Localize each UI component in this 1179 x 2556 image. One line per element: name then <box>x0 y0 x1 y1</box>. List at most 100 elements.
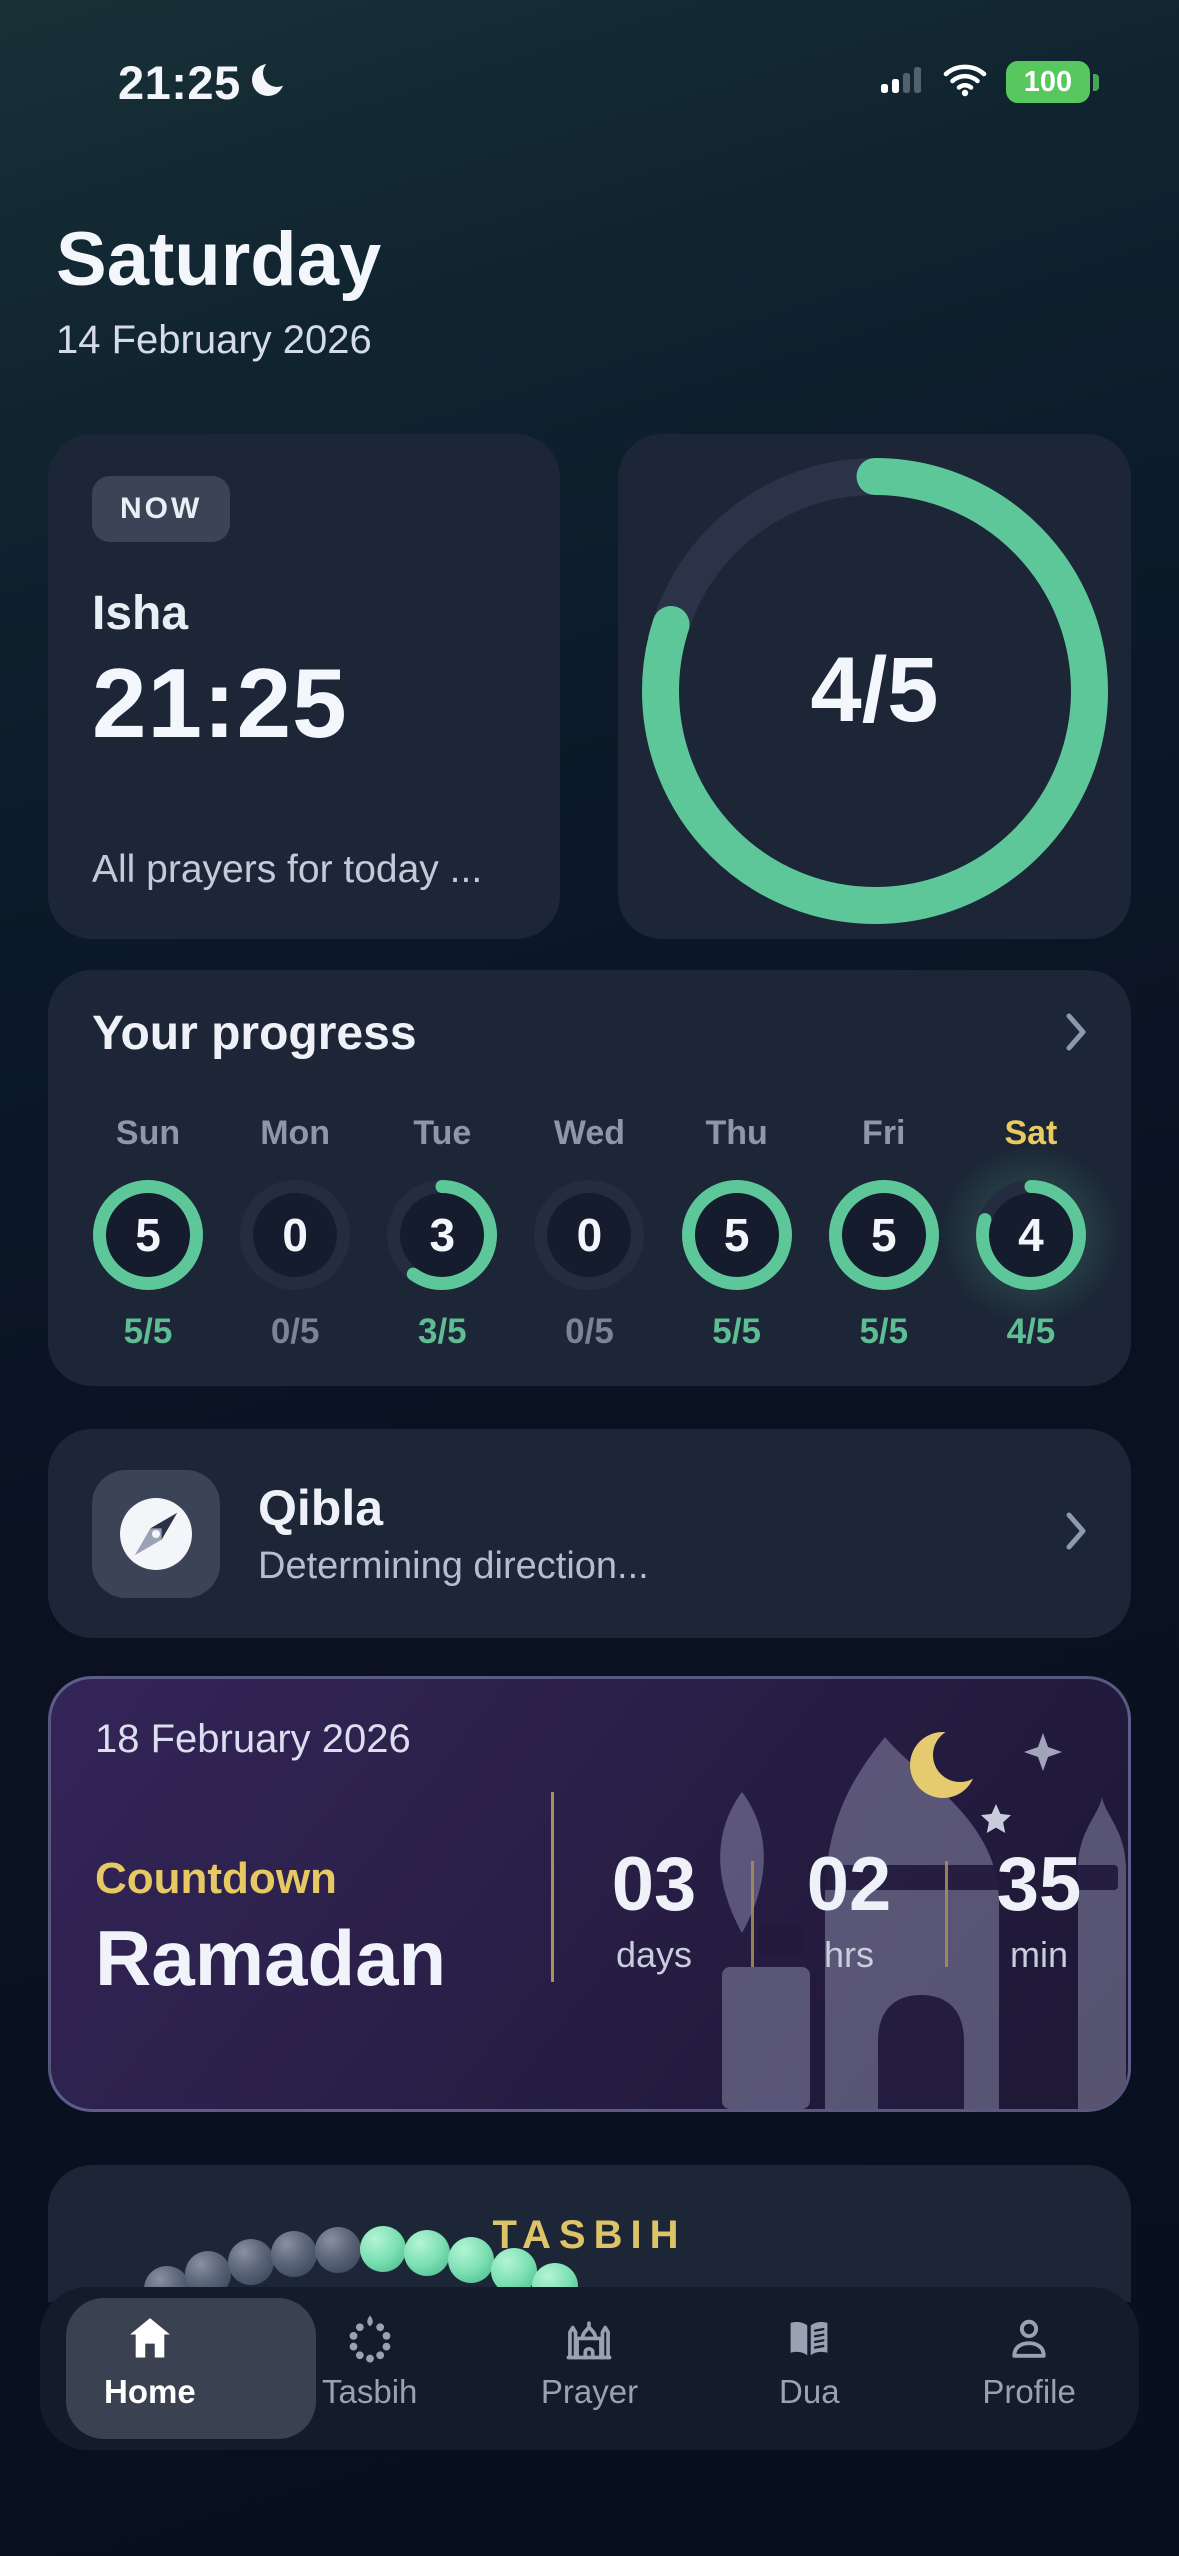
countdown-unit: min <box>1009 1934 1068 1975</box>
progress-day-sat[interactable]: Sat 4 4/5 <box>941 1116 1120 1351</box>
qibla-status: Determining direction... <box>258 1544 649 1587</box>
nav-item-profile[interactable]: Profile <box>919 2287 1139 2450</box>
nav-label: Tasbih <box>322 2373 418 2410</box>
day-fraction: 0/5 <box>270 1312 320 1351</box>
countdown-unit: days <box>615 1934 693 1975</box>
nav-item-dua[interactable]: Dua <box>699 2287 919 2450</box>
nav-item-home[interactable]: Home <box>40 2287 260 2450</box>
progress-day-mon[interactable]: Mon 0 0/5 <box>239 1116 351 1349</box>
chevron-right-icon[interactable] <box>1065 1511 1087 1556</box>
date-subtitle: 14 February 2026 <box>56 318 372 362</box>
tasbih-bead-gray <box>271 2230 318 2277</box>
day-fraction: 5/5 <box>712 1312 761 1351</box>
day-label: Fri <box>862 1114 906 1152</box>
crescent-moon-icon <box>910 1732 976 1798</box>
current-prayer-card[interactable]: NOW Isha 21:25 All prayers for today ... <box>48 434 560 939</box>
now-badge: NOW <box>92 476 231 542</box>
prayer-time: 21:25 <box>92 648 348 758</box>
day-fraction: 4/5 <box>1006 1312 1056 1351</box>
day-fraction: 0/5 <box>565 1312 614 1351</box>
ramadan-title: Ramadan <box>95 1914 447 2002</box>
dua-icon <box>783 2309 835 2367</box>
daily-prayer-ring-card[interactable]: 4/5 <box>618 434 1131 939</box>
progress-day-sun[interactable]: Sun 5 5/5 <box>92 1116 204 1349</box>
weekday-title: Saturday <box>56 217 382 302</box>
divider <box>551 1792 554 1982</box>
home-icon <box>124 2309 176 2367</box>
day-ring: 4 <box>941 1146 1120 1324</box>
day-ring: 5 <box>681 1180 792 1290</box>
countdown-days: 03 days <box>569 1847 739 1973</box>
active-nav-pill <box>66 2298 316 2439</box>
countdown-value: 35 <box>996 1842 1082 1927</box>
countdown-unit: hrs <box>823 1934 874 1975</box>
day-label: Wed <box>553 1114 626 1152</box>
ramadan-countdown-card[interactable]: 18 February 2026 Countdown Ramadan 03 day… <box>48 1676 1131 2112</box>
day-count: 5 <box>723 1209 750 1261</box>
day-count: 0 <box>576 1209 603 1261</box>
progress-day-thu[interactable]: Thu 5 5/5 <box>681 1116 793 1349</box>
day-ring: 5 <box>828 1180 939 1290</box>
moon-icon <box>249 58 289 107</box>
tasbih-bead-green <box>447 2237 494 2284</box>
tasbih-bead-gray <box>315 2226 362 2273</box>
chevron-right-icon[interactable] <box>1065 1012 1087 1057</box>
nav-label: Home <box>104 2373 196 2410</box>
battery-level: 100 <box>1023 65 1073 98</box>
progress-day-tue[interactable]: Tue 3 3/5 <box>386 1116 498 1349</box>
countdown-label: Countdown <box>95 1854 337 1903</box>
day-label: Sun <box>115 1114 181 1152</box>
day-count: 0 <box>282 1209 308 1261</box>
status-bar: 21:25 100 <box>0 0 1179 112</box>
day-label: Mon <box>260 1114 331 1152</box>
qibla-card[interactable]: Qibla Determining direction... <box>48 1429 1131 1638</box>
nav-item-prayer[interactable]: Prayer <box>480 2287 700 2450</box>
day-ring: 0 <box>534 1180 645 1290</box>
progress-day-wed[interactable]: Wed 0 0/5 <box>533 1116 645 1349</box>
day-label: Tue <box>413 1114 472 1152</box>
nav-label: Prayer <box>540 2373 639 2410</box>
ramadan-date: 18 February 2026 <box>95 1717 411 1761</box>
battery-icon: 100 <box>1006 61 1099 103</box>
day-fraction: 3/5 <box>417 1312 467 1351</box>
tasbih-title: TASBIH <box>492 2213 687 2257</box>
tasbih-card[interactable]: TASBIH <box>48 2165 1131 2302</box>
countdown-hrs: 02 hrs <box>764 1847 934 1973</box>
divider <box>751 1861 754 1967</box>
profile-icon <box>1003 2309 1055 2367</box>
progress-day-fri[interactable]: Fri 5 5/5 <box>828 1116 940 1349</box>
sparkle-star-icon <box>1024 1733 1062 1771</box>
countdown-value: 02 <box>806 1842 892 1927</box>
prayer-subtitle: All prayers for today ... <box>92 848 483 891</box>
day-ring: 0 <box>240 1180 351 1290</box>
nav-label: Dua <box>779 2373 840 2410</box>
tasbih-bead-green <box>490 2248 537 2295</box>
prayer-name: Isha <box>92 587 189 640</box>
day-ring: 3 <box>387 1180 498 1290</box>
countdown-min: 35 min <box>954 1847 1124 1973</box>
cellular-signal-icon <box>880 65 924 100</box>
progress-title: Your progress <box>92 1007 417 1060</box>
mosque-illustration <box>720 1732 1126 2109</box>
day-count: 5 <box>135 1209 161 1261</box>
day-fraction: 5/5 <box>123 1312 173 1351</box>
prayer-progress-ring: 4/5 <box>641 457 1108 924</box>
wifi-icon <box>942 63 988 102</box>
compass-icon <box>92 1469 220 1598</box>
day-ring: 5 <box>93 1180 203 1290</box>
day-label: Thu <box>705 1114 768 1152</box>
divider <box>945 1861 948 1967</box>
day-count: 5 <box>870 1209 897 1261</box>
countdown-value: 03 <box>611 1842 697 1927</box>
status-time: 21:25 <box>118 55 241 109</box>
weekly-progress-card[interactable]: Your progress Sun 5 5/5 Mon 0 0/5 Tue 3 3/5 Wed 0 0… <box>48 970 1131 1386</box>
prayer-icon <box>563 2309 615 2367</box>
prayer-count: 4/5 <box>810 639 939 741</box>
progress-days-row: Sun 5 5/5 Mon 0 0/5 Tue 3 3/5 Wed 0 0/5 Thu 5 5/5 Fri 5 5… <box>92 1116 1120 1351</box>
day-count: 3 <box>429 1209 456 1261</box>
day-count: 4 <box>1018 1209 1044 1261</box>
day-fraction: 5/5 <box>859 1312 909 1351</box>
tasbih-bead-green <box>403 2229 450 2276</box>
nav-item-tasbih[interactable]: Tasbih <box>260 2287 480 2450</box>
star-icon <box>981 1804 1011 1833</box>
